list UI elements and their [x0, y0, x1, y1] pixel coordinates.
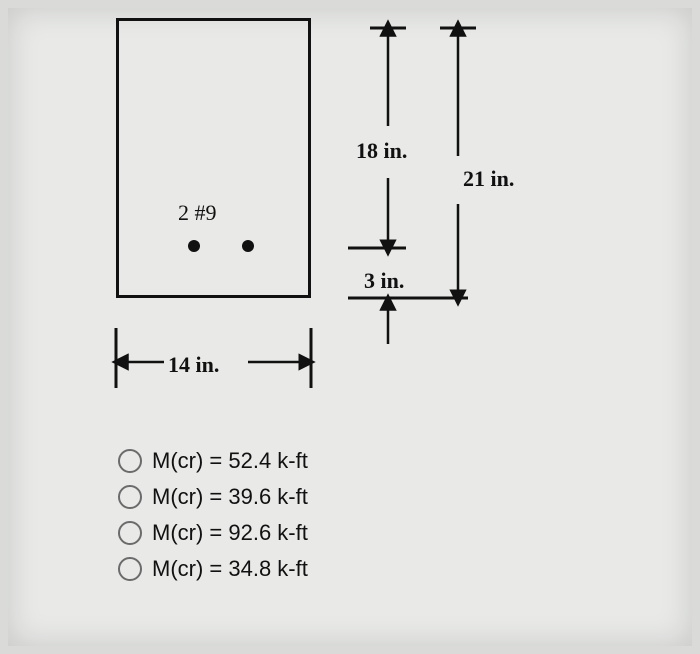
radio-icon	[118, 485, 142, 509]
option-3-label: M(cr) = 92.6 k-ft	[152, 520, 308, 546]
option-2-label: M(cr) = 39.6 k-ft	[152, 484, 308, 510]
radio-icon	[118, 557, 142, 581]
radio-icon	[118, 449, 142, 473]
option-4-label: M(cr) = 34.8 k-ft	[152, 556, 308, 582]
option-1[interactable]: M(cr) = 52.4 k-ft	[118, 448, 308, 474]
option-3[interactable]: M(cr) = 92.6 k-ft	[118, 520, 308, 546]
option-1-label: M(cr) = 52.4 k-ft	[152, 448, 308, 474]
option-4[interactable]: M(cr) = 34.8 k-ft	[118, 556, 308, 582]
page-background: 2 #9 18 in. 3 in. 21 in. 14 in.	[8, 8, 692, 646]
dimension-lines	[8, 8, 700, 428]
option-2[interactable]: M(cr) = 39.6 k-ft	[118, 484, 308, 510]
answer-options: M(cr) = 52.4 k-ft M(cr) = 39.6 k-ft M(cr…	[118, 448, 308, 592]
radio-icon	[118, 521, 142, 545]
